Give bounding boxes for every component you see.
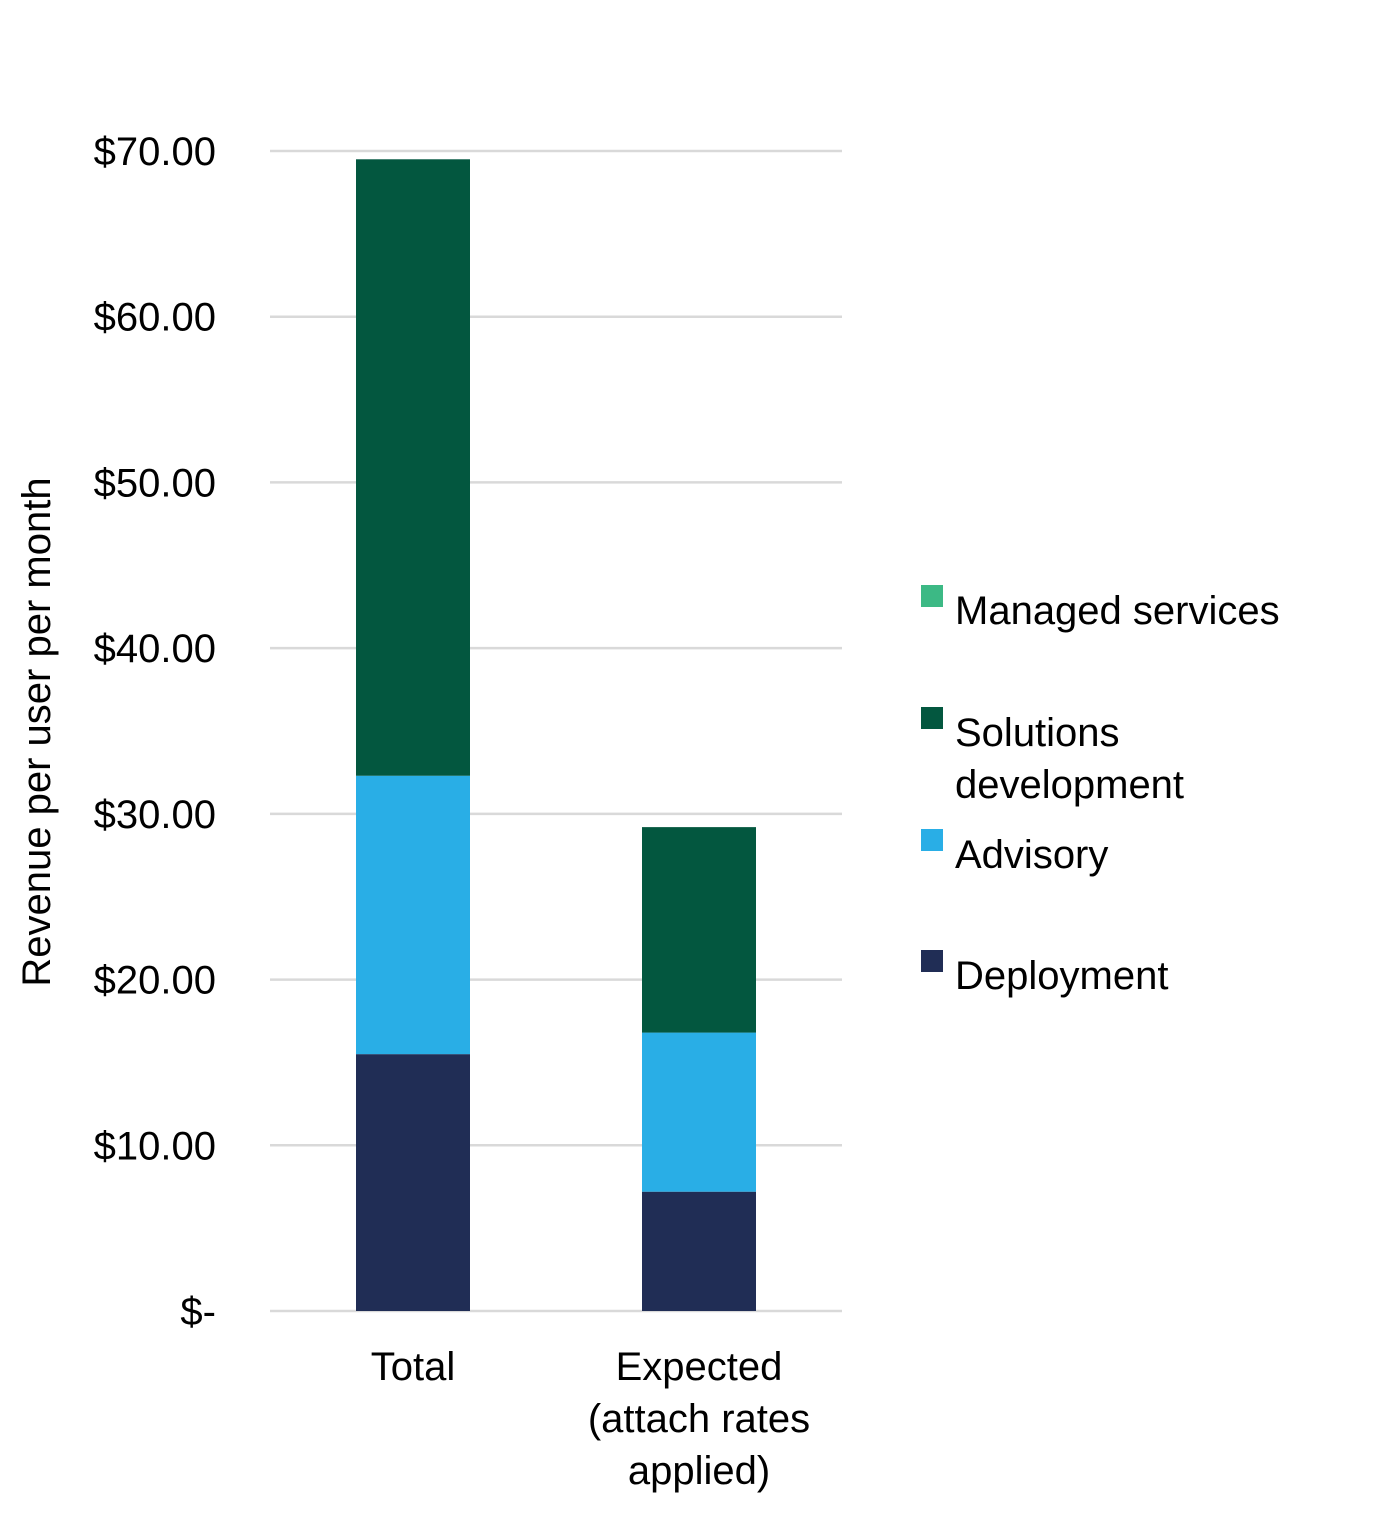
gridlines xyxy=(270,149,842,1313)
bar-segment-advisory xyxy=(642,1032,756,1192)
bar-segment-advisory xyxy=(356,775,470,1055)
x-category-label: Total xyxy=(371,1345,456,1389)
y-tick-label: $10.00 xyxy=(94,1124,216,1168)
bar-segment-solutions-development xyxy=(356,159,470,776)
y-tick-label: $60.00 xyxy=(94,296,216,340)
bar-segment-deployment xyxy=(642,1191,756,1311)
y-tick-label: $20.00 xyxy=(94,959,216,1003)
y-axis-ticks: $- $10.00 $20.00 $30.00 $40.00 $50.00 $60.00 $7… xyxy=(94,130,216,1334)
legend-swatch xyxy=(921,585,943,607)
y-tick-label: $40.00 xyxy=(94,627,216,671)
bar-segment-deployment xyxy=(356,1054,470,1311)
y-tick-label: $- xyxy=(180,1290,216,1334)
bars xyxy=(356,159,756,1311)
legend: Managed services Solutions development Advi… xyxy=(921,585,1280,998)
y-tick-label: $70.00 xyxy=(94,130,216,174)
legend-item: Advisory xyxy=(921,829,1108,877)
legend-item: Solutions development xyxy=(921,707,1184,807)
legend-label: Advisory xyxy=(955,833,1108,877)
x-axis-categories: Total Expected (attach rates applied) xyxy=(371,1345,810,1493)
y-tick-label: $50.00 xyxy=(94,461,216,505)
x-category-label: Expected (attach rates applied) xyxy=(588,1345,810,1493)
legend-label: Solutions development xyxy=(955,711,1184,807)
legend-swatch xyxy=(921,707,943,729)
y-axis-title: Revenue per user per month xyxy=(15,477,59,986)
legend-item: Managed services xyxy=(921,585,1280,633)
bar-segment-solutions-development xyxy=(642,827,756,1033)
legend-swatch xyxy=(921,829,943,851)
legend-label: Managed services xyxy=(955,589,1280,633)
legend-item: Deployment xyxy=(921,950,1168,998)
y-tick-label: $30.00 xyxy=(94,793,216,837)
legend-swatch xyxy=(921,950,943,972)
legend-label: Deployment xyxy=(955,954,1168,998)
